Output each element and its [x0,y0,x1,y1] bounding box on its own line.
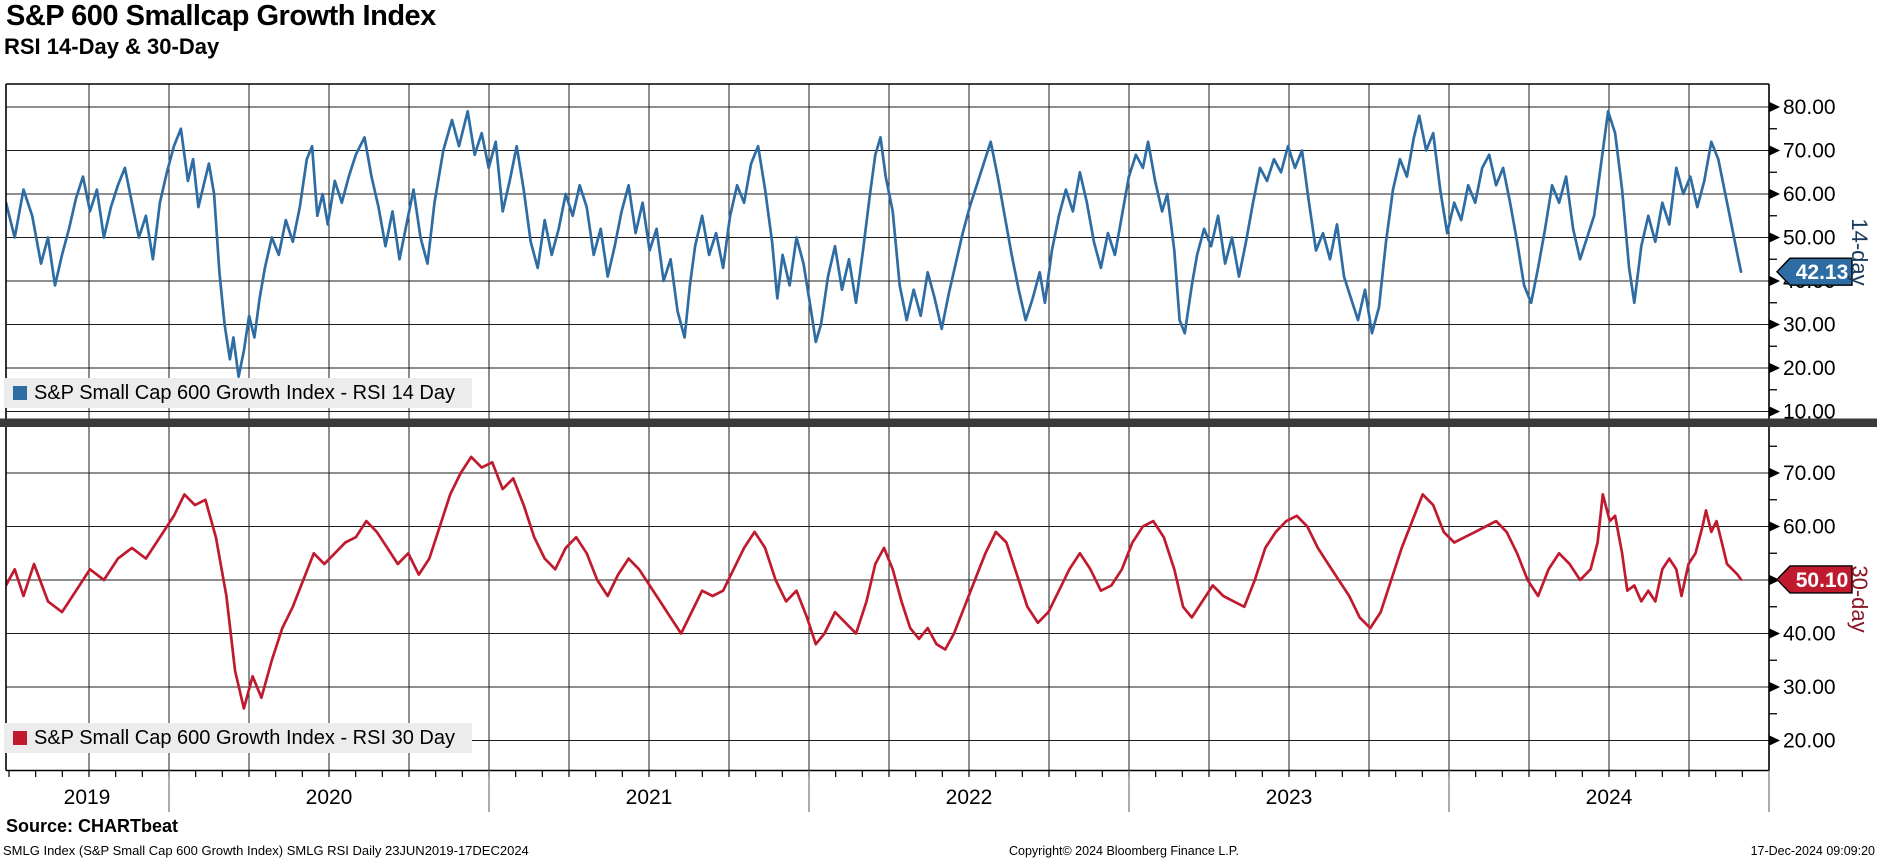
y-tick-label: 40.00 [1783,623,1836,646]
y-tick-label: 60.00 [1783,183,1836,206]
legend-label-rsi-30-day: S&P Small Cap 600 Growth Index - RSI 30 … [34,726,455,749]
y-tick-label: 20.00 [1783,730,1836,753]
last-value-text: 42.13 [1796,261,1849,284]
y-tick-label: 70.00 [1783,462,1836,485]
x-year-label: 2021 [626,786,673,809]
legend-label-rsi-14-day: S&P Small Cap 600 Growth Index - RSI 14 … [34,381,455,404]
x-year-label: 2024 [1586,786,1633,809]
axis-title-14-day: 14-day [1847,218,1872,286]
series-line-rsi14 [6,109,1743,379]
y-tick-label: 30.00 [1783,676,1836,699]
page-subtitle: RSI 14-Day & 30-Day [4,34,220,59]
legend-swatch-red [13,731,27,745]
chart-meta-label: SMLG Index (S&P Small Cap 600 Growth Ind… [3,843,529,858]
copyright-label: Copyright© 2024 Bloomberg Finance L.P. [1009,844,1239,858]
x-year-label: 2023 [1266,786,1313,809]
legend-swatch-blue [13,386,27,400]
source-label: Source: CHARTbeat [6,816,179,836]
y-tick-label: 60.00 [1783,516,1836,539]
x-year-label: 2020 [306,786,353,809]
x-year-label: 2022 [946,786,993,809]
y-tick-label: 30.00 [1783,314,1836,337]
panel-divider [0,418,1877,427]
y-tick-label: 20.00 [1783,357,1836,380]
gridlines [6,84,1769,771]
legend-rsi-30-day: S&P Small Cap 600 Growth Index - RSI 30 … [4,723,472,753]
axis-title-30-day: 30-day [1847,565,1872,633]
x-axis: 2019 2020 2021 2022 2023 2024 [8,770,1770,812]
y-tick-label: 70.00 [1783,140,1836,163]
last-value-text: 50.10 [1796,569,1849,592]
last-value-badge-rsi30: 50.10 [1776,565,1853,594]
y-tick-label: 10.00 [1783,401,1836,424]
y-tick-label: 80.00 [1783,96,1836,119]
series-line-rsi30 [6,455,1743,710]
page-title: S&P 600 Smallcap Growth Index [6,0,436,32]
timestamp-label: 17-Dec-2024 09:09:20 [1750,844,1875,858]
y-tick-label: 50.00 [1783,227,1836,250]
legend-rsi-14-day: S&P Small Cap 600 Growth Index - RSI 14 … [4,378,472,408]
last-value-badge-rsi14: 42.13 [1776,257,1853,286]
x-year-label: 2019 [64,786,111,809]
